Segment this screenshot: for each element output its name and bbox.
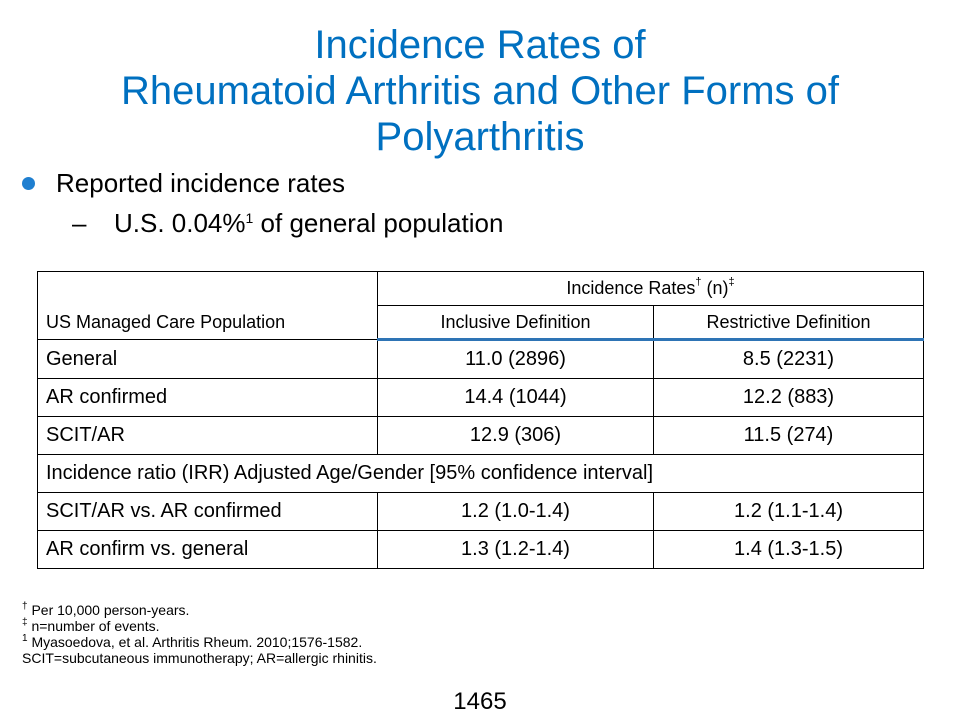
- row-label: SCIT/AR vs. AR confirmed: [37, 492, 378, 531]
- row-label: General: [37, 339, 378, 379]
- dash-icon: –: [72, 208, 87, 238]
- cell-inclusive: 12.9 (306): [377, 416, 654, 455]
- bullet-text: Reported incidence rates: [56, 168, 346, 198]
- group-header: Incidence Rates† (n)‡: [376, 271, 925, 306]
- bullet-item: Reported incidence rates: [22, 168, 345, 199]
- cell-inclusive: 1.2 (1.0-1.4): [377, 492, 654, 531]
- section-label: Incidence ratio (IRR) Adjusted Age/Gende…: [36, 454, 925, 493]
- corner-header: US Managed Care Population: [37, 271, 378, 340]
- footnotes: † Per 10,000 person-years. ‡ n=number of…: [22, 601, 377, 666]
- footnote: 1 Myasoedova, et al. Arthritis Rheum. 20…: [22, 633, 377, 650]
- footnote: ‡ n=number of events.: [22, 617, 377, 634]
- footnote-marker: 1: [22, 633, 28, 644]
- incidence-table: US Managed Care Population Incidence Rat…: [36, 271, 925, 569]
- table-row: SCIT/AR 12.9 (306) 11.5 (274): [37, 416, 925, 455]
- dagger-marker: †: [695, 276, 702, 288]
- cell-inclusive: 11.0 (2896): [377, 339, 654, 379]
- cell-inclusive: 14.4 (1044): [377, 378, 654, 417]
- footnote-marker: †: [22, 601, 28, 612]
- footnote: SCIT=subcutaneous immunotherapy; AR=alle…: [22, 650, 377, 666]
- citation-marker: 1: [245, 210, 254, 226]
- sub-bullet-item: – U.S. 0.04%1 of general population: [22, 208, 503, 239]
- title-line-3: Polyarthritis: [375, 115, 585, 159]
- cell-restrictive: 1.4 (1.3-1.5): [652, 530, 925, 569]
- footnote: † Per 10,000 person-years.: [22, 601, 377, 618]
- table-row: SCIT/AR vs. AR confirmed 1.2 (1.0-1.4) 1…: [37, 492, 925, 531]
- section-row: Incidence ratio (IRR) Adjusted Age/Gende…: [36, 454, 925, 493]
- footnote-text: SCIT=subcutaneous immunotherapy; AR=alle…: [22, 650, 377, 666]
- cell-restrictive: 11.5 (274): [652, 416, 925, 455]
- footnote-marker: ‡: [22, 617, 28, 628]
- cell-restrictive: 12.2 (883): [652, 378, 925, 417]
- col-header-inclusive: Inclusive Definition: [377, 305, 654, 341]
- sub-bullet-prefix: U.S. 0.04%: [114, 208, 246, 238]
- double-dagger-marker: ‡: [728, 276, 735, 288]
- row-label: SCIT/AR: [37, 416, 378, 455]
- slide-title: Incidence Rates of Rheumatoid Arthritis …: [0, 22, 960, 160]
- title-line-2: Rheumatoid Arthritis and Other Forms of: [120, 69, 840, 113]
- bullet-dot-icon: [22, 177, 35, 190]
- sub-bullet-suffix: of general population: [253, 208, 504, 238]
- cell-restrictive: 8.5 (2231): [652, 339, 925, 379]
- table-row: General 11.0 (2896) 8.5 (2231): [37, 339, 925, 379]
- table-row: AR confirmed 14.4 (1044) 12.2 (883): [37, 378, 925, 417]
- cell-restrictive: 1.2 (1.1-1.4): [652, 492, 925, 531]
- footnote-text: Per 10,000 person-years.: [27, 602, 190, 618]
- sub-bullet-text: U.S. 0.04%1 of general population: [114, 208, 503, 238]
- group-header-n: (n): [701, 278, 729, 298]
- footnote-text: n=number of events.: [27, 618, 160, 634]
- group-header-text: Incidence Rates: [566, 278, 696, 298]
- title-line-1: Incidence Rates of: [314, 23, 646, 67]
- slide-number: 1465: [453, 688, 507, 715]
- row-label: AR confirmed: [37, 378, 378, 417]
- row-label: AR confirm vs. general: [37, 530, 378, 569]
- table-row: AR confirm vs. general 1.3 (1.2-1.4) 1.4…: [37, 530, 925, 569]
- footnote-text: Myasoedova, et al. Arthritis Rheum. 2010…: [27, 634, 363, 650]
- cell-inclusive: 1.3 (1.2-1.4): [377, 530, 654, 569]
- col-header-restrictive: Restrictive Definition: [652, 305, 925, 341]
